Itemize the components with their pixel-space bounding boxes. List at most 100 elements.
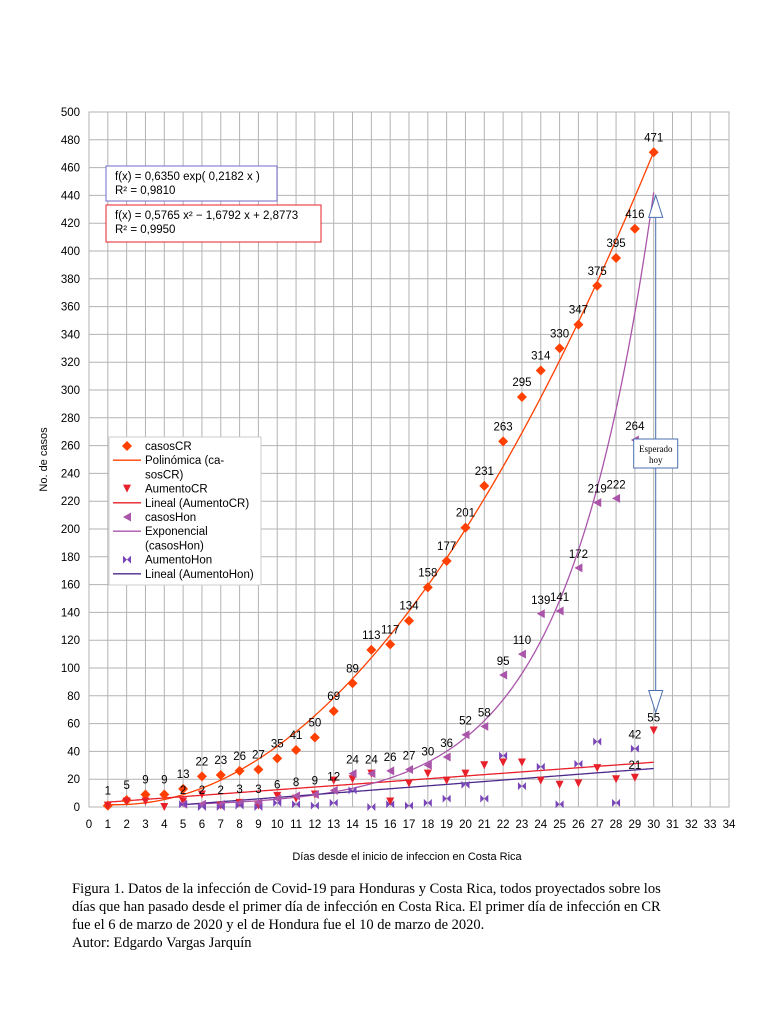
trendline-linear: [183, 767, 654, 806]
casosCR-data-label: 375: [588, 266, 607, 278]
legend-label: AumentoHon: [145, 555, 212, 567]
casosCR-data-label: 26: [233, 751, 246, 763]
casosHon-data-label: 3: [255, 784, 261, 796]
x-tick-label: 15: [365, 819, 378, 831]
AumentoHon-point: [574, 759, 583, 768]
casosCR-point: [347, 678, 358, 689]
AumentoCR-data-label: 55: [647, 713, 660, 725]
casosCR-data-label: 117: [381, 624, 399, 636]
equation-formula: f(x) = 0,5765 x² − 1,6792 x + 2,8773: [115, 210, 298, 222]
casosCR-point: [272, 753, 283, 764]
AumentoHon-point: [273, 798, 282, 807]
casosHon-data-label: 3: [236, 784, 242, 796]
casosCR-data-label: 1: [105, 786, 111, 798]
AumentoHon-point: [612, 798, 621, 807]
casosCR-point: [178, 783, 189, 794]
AumentoCR-point: [555, 780, 564, 789]
casosHon-data-label: 36: [440, 738, 453, 750]
AumentoCR-point: [423, 769, 432, 778]
AumentoCR-point: [442, 776, 451, 785]
x-tick-label: 28: [610, 819, 623, 831]
AumentoCR-point: [461, 769, 470, 778]
casosHon-data-label: 219: [588, 484, 607, 496]
casosHon-point: [536, 609, 545, 619]
AumentoCR-data-label: 21: [628, 760, 641, 772]
casosHon-point: [329, 785, 338, 795]
y-tick-label: 40: [67, 746, 80, 758]
x-tick-label: 6: [199, 819, 205, 831]
casosCR-point: [291, 745, 302, 756]
casosCR-point: [573, 319, 584, 330]
y-tick-label: 260: [61, 441, 80, 453]
caption-line-3: fue el 6 de marzo de 2020 y el de Hondur…: [72, 917, 485, 933]
x-tick-label: 34: [723, 819, 736, 831]
legend-label: AumentoCR: [145, 484, 208, 496]
AumentoCR-point: [517, 758, 526, 767]
x-tick-label: 21: [478, 819, 491, 831]
y-tick-label: 80: [67, 691, 80, 703]
x-tick-label: 0: [86, 819, 92, 831]
casosHon-point: [517, 649, 526, 659]
y-tick-label: 280: [61, 413, 80, 425]
AumentoCR-point: [197, 790, 206, 799]
equation-r-squared: R² = 0,9950: [115, 224, 175, 236]
casosCR-data-label: 13: [177, 769, 190, 781]
equation-box-1: [105, 165, 278, 202]
y-tick-label: 380: [61, 274, 80, 286]
casosCR-data-label: 330: [550, 328, 569, 340]
casosCR-data-label: 314: [531, 351, 551, 363]
AumentoHon-point: [348, 786, 357, 795]
caption-line-4: Autor: Edgardo Vargas Jarquín: [72, 935, 252, 951]
casosCR-data-label: 295: [512, 377, 531, 389]
casosCR-data-label: 201: [456, 508, 475, 520]
y-tick-label: 320: [61, 357, 80, 369]
x-tick-label: 18: [421, 819, 434, 831]
casosHon-point: [461, 730, 470, 740]
casosHon-point: [367, 769, 376, 779]
figure-caption: Figura 1. Datos de la infección de Covid…: [72, 880, 712, 952]
x-tick-label: 32: [685, 819, 698, 831]
AumentoCR-point: [160, 803, 169, 811]
casosCR-point: [196, 771, 207, 782]
equation-r-squared: R² = 0,9810: [115, 185, 175, 197]
y-tick-label: 300: [61, 385, 80, 397]
casosHon-data-label: 2: [218, 785, 224, 797]
AumentoHon-point: [329, 798, 338, 807]
casosHon-point: [423, 760, 432, 770]
AumentoCR-point: [122, 797, 131, 806]
casosCR-point: [253, 764, 264, 775]
casosCR-data-label: 471: [644, 132, 663, 144]
AumentoHon-point: [593, 737, 602, 746]
casosHon-point: [405, 764, 413, 774]
casosCR-point: [648, 147, 659, 158]
casosHon-point: [292, 791, 301, 801]
casosHon-data-label: 139: [531, 595, 550, 607]
AumentoCR-point: [612, 775, 621, 784]
casosCR-data-label: 177: [437, 541, 456, 553]
casosCR-point: [460, 522, 471, 533]
AumentoHon-point: [442, 794, 451, 803]
casosCR-data-label: 9: [142, 774, 148, 786]
y-tick-label: 460: [61, 163, 80, 175]
y-tick-label: 360: [61, 302, 80, 314]
casosCR-point: [328, 706, 339, 717]
AumentoCR-point: [649, 726, 658, 735]
AumentoHon-point: [254, 803, 263, 811]
casosCR-point: [498, 436, 509, 447]
legend-marker-2: [123, 484, 131, 493]
y-tick-label: 240: [61, 468, 80, 480]
AumentoHon-data-label: 42: [628, 730, 641, 742]
casosCR-point: [385, 639, 396, 650]
x-tick-label: 3: [142, 819, 148, 831]
casosHon-data-label: 27: [403, 750, 416, 762]
casosHon-point: [499, 670, 508, 680]
casosHon-data-label: 2: [180, 785, 186, 797]
y-tick-label: 220: [61, 496, 80, 508]
casosCR-point: [422, 582, 433, 593]
AumentoCR-point: [348, 775, 357, 784]
AumentoCR-point: [593, 764, 602, 773]
AumentoHon-point: [292, 800, 301, 809]
casosCR-data-label: 113: [362, 630, 380, 642]
x-tick-label: 33: [704, 819, 717, 831]
casosHon-data-label: 110: [513, 635, 531, 647]
